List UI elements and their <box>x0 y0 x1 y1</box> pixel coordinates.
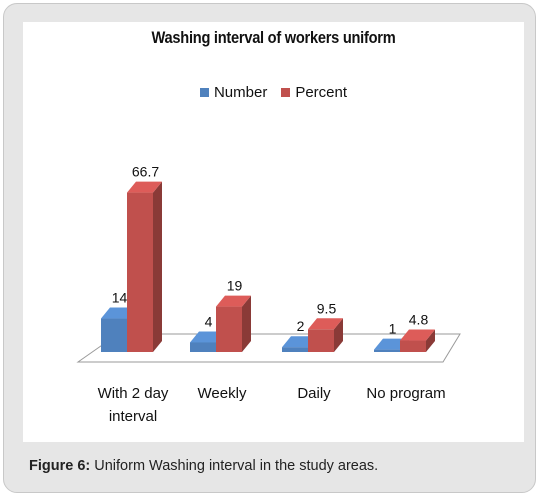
category-label-3: No program <box>366 385 445 402</box>
bar-percent-0 <box>127 192 153 352</box>
bar-top-percent-1 <box>216 295 251 307</box>
data-label-number-0: 14 <box>112 290 128 306</box>
bar-side-percent-0 <box>153 181 162 352</box>
category-label-0-line0: With 2 day <box>98 385 169 402</box>
data-label-percent-3: 4.8 <box>409 312 429 328</box>
caption-text: Uniform Washing interval in the study ar… <box>90 458 379 474</box>
caption-label: Figure 6: <box>29 458 91 474</box>
figure-caption: Figure 6: Uniform Washing interval in th… <box>29 458 378 474</box>
legend-swatch-number <box>199 88 209 97</box>
category-label-1: Weekly <box>198 385 247 402</box>
legend-label-percent: Percent <box>295 84 348 101</box>
data-label-percent-1: 19 <box>227 278 243 294</box>
bar-percent-1 <box>216 306 242 352</box>
bar-number-3 <box>374 349 400 352</box>
bar-side-percent-3 <box>426 329 435 352</box>
data-label-number-2: 2 <box>297 318 305 334</box>
legend-item-percent: Percent <box>281 84 347 101</box>
bar-top-percent-0 <box>127 181 162 193</box>
bar-side-percent-2 <box>334 318 343 352</box>
bar-number-0 <box>101 318 127 352</box>
bar-top-percent-2 <box>308 318 343 330</box>
legend-label-number: Number <box>213 84 268 101</box>
legend-swatch-percent <box>281 88 291 97</box>
bar-number-1 <box>190 342 216 352</box>
data-label-number-1: 4 <box>205 313 213 329</box>
bar-percent-2 <box>308 329 334 352</box>
figure-container: Washing interval of workers uniform Numb… <box>3 3 536 493</box>
chart-title: Washing interval of workers uniform <box>151 28 396 47</box>
chart-panel: Washing interval of workers uniform Numb… <box>23 22 524 442</box>
data-label-percent-2: 9.5 <box>317 300 337 316</box>
bar-chart-plot: 14 66.7 With 2 day interval 4 19 Weekly 2 9.5 Dai… <box>76 164 461 425</box>
legend-item-number: Number <box>199 84 268 101</box>
chart-legend: Number Percent <box>23 84 524 101</box>
bar-number-2 <box>282 347 308 352</box>
bar-top-percent-3 <box>400 329 435 341</box>
category-label-0-line1: interval <box>109 408 157 425</box>
bar-percent-3 <box>400 340 426 352</box>
bar-side-percent-1 <box>242 295 251 352</box>
data-label-percent-0: 66.7 <box>132 164 159 180</box>
category-label-2: Daily <box>297 385 331 402</box>
data-label-number-3: 1 <box>389 321 397 337</box>
